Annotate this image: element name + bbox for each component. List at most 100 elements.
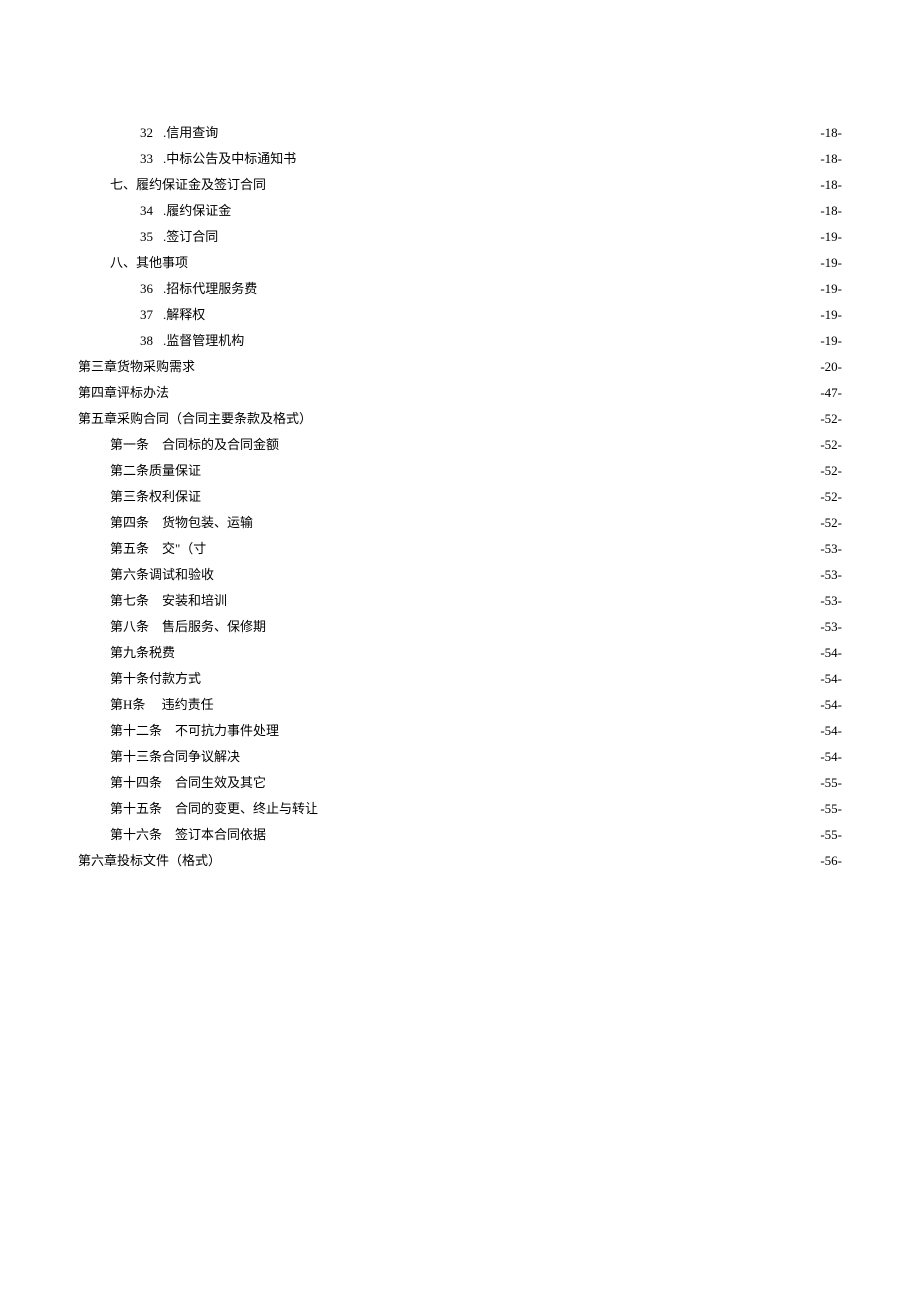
toc-entry-page: -18- [818,146,842,172]
toc-entry: 第十三条合同争议解决 -54- [78,744,842,770]
toc-entry-number: 37 [140,302,163,328]
toc-entry: 32.信用查询 -18- [78,120,842,146]
toc-entry-text: 第十二条 不可抗力事件处理 [110,723,279,738]
toc-entry-number: 33 [140,146,163,172]
toc-entry: 第三章货物采购需求-20- [78,354,842,380]
toc-entry: 第二条质量保证 -52- [78,458,842,484]
toc-entry-text: 第八条 售后服务、保修期 [110,619,266,634]
toc-entry-page: -54- [818,744,842,770]
toc-entry-text: 第十四条 合同生效及其它 [110,775,266,790]
toc-entry: 第五条 交"（寸 -53- [78,536,842,562]
toc-entry-text: .履约保证金 [163,203,231,218]
toc-entry-label: 第四条 货物包装、运输 [110,510,253,536]
toc-entry-page: -54- [818,666,842,692]
toc-entry: 34.履约保证金 -18- [78,198,842,224]
toc-entry: 第十六条 签订本合同依据 -55- [78,822,842,848]
toc-entry: 第八条 售后服务、保修期 -53- [78,614,842,640]
toc-entry-page: -19- [818,224,842,250]
toc-entry-page: -55- [818,770,842,796]
toc-entry-page: -52- [818,458,842,484]
toc-entry-label: 第十三条合同争议解决 [110,744,240,770]
toc-entry-label: 36.招标代理服务费 [140,276,257,302]
toc-entry-text: 第四条 货物包装、运输 [110,515,253,530]
toc-entry-page: -53- [818,614,842,640]
toc-entry-label: 37.解释权 [140,302,205,328]
toc-entry-text: .监督管理机构 [163,333,244,348]
toc-entry-number: 34 [140,198,163,224]
toc-entry-text: 第一条 合同标的及合同金额 [110,437,279,452]
toc-entry: 第九条税费 -54- [78,640,842,666]
toc-entry-page: -53- [818,536,842,562]
toc-entry-label: 第五章采购合同（合同主要条款及格式） [78,406,312,432]
toc-entry-number: 35 [140,224,163,250]
toc-entry-label: 32.信用查询 [140,120,218,146]
toc-entry-label: 38.监督管理机构 [140,328,244,354]
toc-entry-page: -55- [818,796,842,822]
toc-entry-label: 第七条 安装和培训 [110,588,227,614]
toc-entry-page: -19- [818,302,842,328]
toc-entry: 第六章投标文件（格式）-56- [78,848,842,874]
toc-entry-label: 第十四条 合同生效及其它 [110,770,266,796]
table-of-contents: 32.信用查询 -18- 33.中标公告及中标通知书 -18- 七、履约保证金及签订合同… [78,120,842,874]
toc-entry-label: 第二条质量保证 [110,458,201,484]
toc-entry-text: .招标代理服务费 [163,281,257,296]
toc-entry-page: -52- [818,432,842,458]
toc-entry-text: .解释权 [163,307,205,322]
toc-entry-page: -52- [818,510,842,536]
toc-entry-label: 第十二条 不可抗力事件处理 [110,718,279,744]
toc-entry-text: 第五条 交"（寸 [110,541,206,556]
toc-entry-page: -53- [818,588,842,614]
toc-entry-text: 七、履约保证金及签订合同 [110,177,266,192]
toc-entry: 第七条 安装和培训 -53- [78,588,842,614]
toc-entry-label: 第十五条 合同的变更、终止与转让 [110,796,318,822]
toc-entry-label: 35.签订合同 [140,224,218,250]
toc-entry-page: -18- [818,198,842,224]
toc-entry-text: .信用查询 [163,125,218,140]
toc-entry-text: 第十条付款方式 [110,671,201,686]
toc-entry: 38.监督管理机构 -19- [78,328,842,354]
toc-entry-label: 第四章评标办法 [78,380,169,406]
toc-entry: 八、其他事项 -19- [78,250,842,276]
toc-entry-text: 第六条调试和验收 [110,567,214,582]
toc-entry-label: 七、履约保证金及签订合同 [110,172,266,198]
toc-entry-number: 38 [140,328,163,354]
toc-entry-text: 第九条税费 [110,645,175,660]
toc-entry-label: 第十条付款方式 [110,666,201,692]
toc-entry-text: 第十六条 签订本合同依据 [110,827,266,842]
toc-entry-number: 36 [140,276,163,302]
toc-entry: 第十条付款方式 -54- [78,666,842,692]
toc-entry-text: 八、其他事项 [110,255,188,270]
toc-entry: 第一条 合同标的及合同金额 -52- [78,432,842,458]
toc-entry-label: 八、其他事项 [110,250,188,276]
toc-entry-text: 第十五条 合同的变更、终止与转让 [110,801,318,816]
toc-entry-page: -18- [818,172,842,198]
toc-entry: 37.解释权 -19- [78,302,842,328]
toc-entry-text: 第七条 安装和培训 [110,593,227,608]
toc-entry-page: -55- [818,822,842,848]
toc-entry-label: 第九条税费 [110,640,175,666]
toc-entry-label: 33.中标公告及中标通知书 [140,146,296,172]
toc-entry-page: -19- [818,328,842,354]
toc-entry-page: -53- [818,562,842,588]
toc-entry-text: 第四章评标办法 [78,385,169,400]
toc-entry-text: .中标公告及中标通知书 [163,151,296,166]
toc-entry: 第三条权利保证 -52- [78,484,842,510]
toc-entry-page: -18- [818,120,842,146]
toc-entry-label: 第五条 交"（寸 [110,536,206,562]
toc-entry-page: -19- [818,250,842,276]
toc-entry: 第十五条 合同的变更、终止与转让 -55- [78,796,842,822]
toc-entry: 第四章评标办法 -47- [78,380,842,406]
toc-entry: 第六条调试和验收 -53- [78,562,842,588]
toc-entry-page: -52- [818,484,842,510]
toc-entry-label: 第八条 售后服务、保修期 [110,614,266,640]
toc-entry: 第H条 违约责任 -54- [78,692,842,718]
toc-entry-label: 第十六条 签订本合同依据 [110,822,266,848]
toc-entry-page: -20- [818,354,842,380]
toc-entry-page: -54- [818,640,842,666]
toc-entry-page: -54- [818,692,842,718]
toc-entry-label: 第一条 合同标的及合同金额 [110,432,279,458]
toc-entry-number: 32 [140,120,163,146]
toc-entry-text: 第三条权利保证 [110,489,201,504]
toc-entry-page: -47- [818,380,842,406]
toc-entry: 33.中标公告及中标通知书 -18- [78,146,842,172]
